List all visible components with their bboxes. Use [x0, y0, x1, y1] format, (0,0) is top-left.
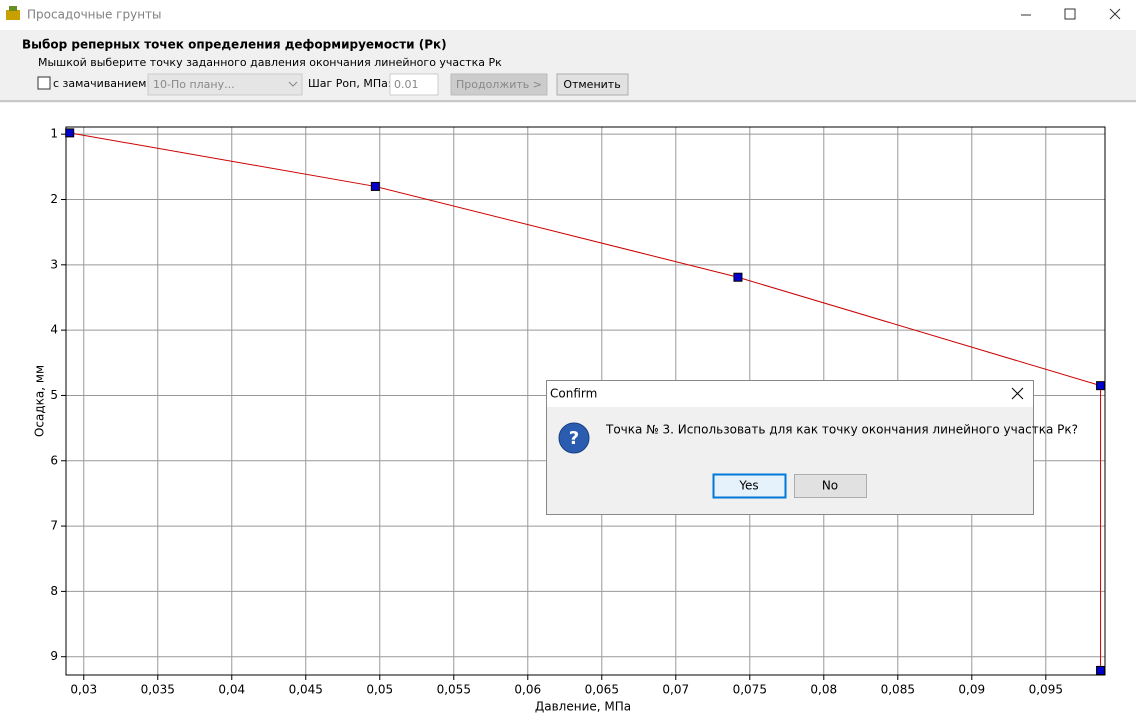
cancel-label: Отменить	[563, 78, 620, 91]
x-tick-label: 0,065	[585, 683, 619, 697]
no-button[interactable]	[794, 474, 867, 498]
x-tick-label: 0,03	[70, 683, 97, 697]
x-tick-label: 0,055	[437, 683, 471, 697]
x-tick-label: 0,05	[366, 683, 393, 697]
y-tick-label: 9	[50, 649, 58, 663]
y-tick-label: 1	[50, 127, 58, 141]
y-tick-label: 7	[50, 519, 58, 533]
dialog-close[interactable]	[1011, 387, 1024, 400]
chart: 0,03 0,035 0,04 0,045 0,05 0,055 0,06 0,065 0,07…	[50, 126, 1106, 697]
point-marker[interactable]	[65, 128, 75, 138]
dropdown[interactable]	[147, 73, 303, 96]
step-value: 0.01	[394, 78, 419, 91]
checkbox[interactable]	[37, 76, 51, 90]
maximize[interactable]	[1064, 8, 1076, 20]
x-tick-label: 0,085	[881, 683, 915, 697]
y-tick-label: 3	[50, 257, 58, 271]
x-tick-label: 0,045	[289, 683, 323, 697]
x-tick-label: 0,07	[662, 683, 689, 697]
question-icon	[558, 422, 590, 454]
header-hint: Мышкой выберите точку заданного давления…	[38, 56, 502, 69]
continue-button[interactable]	[450, 73, 548, 96]
dialog: Confirm ? Точка № 3. Использовать для ка…	[546, 380, 1078, 515]
yes-label: Yes	[738, 479, 758, 493]
y-axis-label: Осадка, мм	[33, 365, 47, 437]
window-title: Просадочные грунты	[27, 8, 162, 22]
dialog-title: Confirm	[550, 387, 597, 401]
yes-button[interactable]	[712, 473, 787, 499]
y-tick-label: 6	[50, 453, 58, 467]
y-tick-label: 8	[50, 584, 58, 598]
step-label: Шаг Pоп, МПа:	[308, 77, 392, 90]
x-tick-label: 0,06	[514, 683, 541, 697]
continue-label: Продолжить >	[456, 78, 542, 91]
point-marker[interactable]	[370, 181, 380, 191]
plot-frame	[65, 126, 1106, 676]
no-label: No	[822, 479, 838, 493]
x-axis-label: Давление, МПа	[535, 700, 631, 714]
close[interactable]	[1109, 8, 1121, 20]
dropdown-arrow	[288, 81, 298, 87]
x-tick-label: 0,075	[733, 683, 767, 697]
x-tick-label: 0,08	[810, 683, 837, 697]
question-glyph: ?	[569, 428, 579, 449]
x-tick-label: 0,04	[218, 683, 245, 697]
step-input[interactable]	[389, 73, 439, 96]
x-tick-label: 0,09	[958, 683, 985, 697]
title-bar	[0, 0, 1136, 30]
checkbox-label: с замачиванием:	[53, 77, 150, 90]
point-marker[interactable]	[733, 272, 743, 282]
point-marker[interactable]	[1096, 381, 1106, 391]
dialog-message: Точка № 3. Использовать для как точку ок…	[605, 423, 1078, 437]
y-tick-label: 2	[50, 192, 58, 206]
dialog-title-bar	[547, 381, 1033, 407]
cancel-button[interactable]	[556, 73, 629, 96]
dropdown-value: 10-По плану...	[153, 78, 235, 91]
y-tick-label: 4	[50, 323, 58, 337]
x-tick-label: 0,095	[1029, 683, 1063, 697]
header-title: Выбор реперных точек определения деформи…	[22, 38, 447, 52]
app-icon	[6, 6, 20, 20]
y-tick-label: 5	[50, 388, 58, 402]
point-marker[interactable]	[1096, 665, 1106, 675]
x-tick-label: 0,035	[141, 683, 175, 697]
